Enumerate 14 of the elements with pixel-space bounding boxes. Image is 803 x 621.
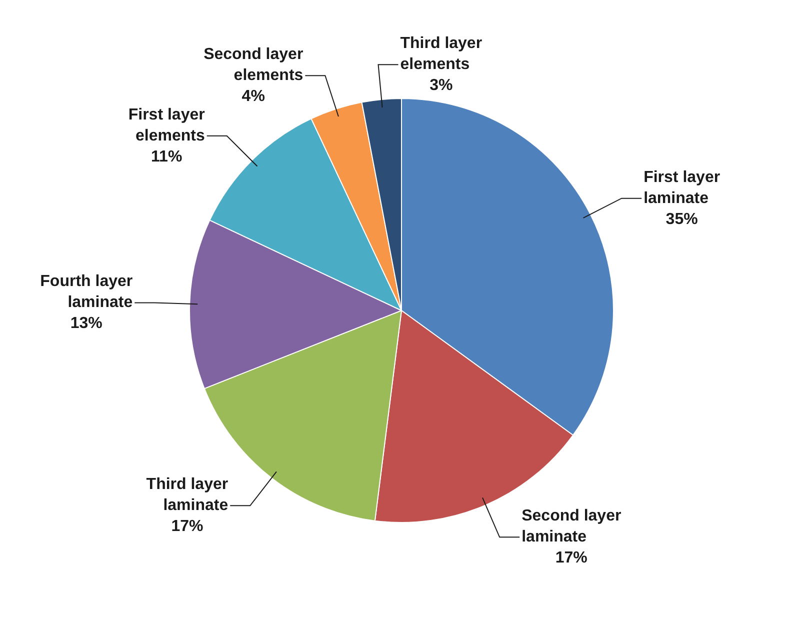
slice-label: First layer elements — [128, 106, 205, 144]
data-label: 4% — [242, 88, 265, 105]
data-label: 17% — [171, 518, 204, 536]
slice-label: Second layer elements — [204, 46, 304, 84]
slice-label: First layer laminate — [644, 168, 720, 207]
data-label: 3% — [430, 77, 453, 94]
slice-label: Fourth layer laminate — [40, 273, 133, 312]
slice-label: Third layer elements — [400, 35, 482, 73]
data-label: 35% — [666, 210, 698, 228]
slice-label: Third layer laminate — [146, 476, 228, 514]
data-label: 13% — [70, 315, 102, 332]
data-label: 17% — [555, 550, 588, 567]
slice-label: Second layer laminate — [522, 508, 622, 546]
data-label: 11% — [151, 148, 182, 166]
